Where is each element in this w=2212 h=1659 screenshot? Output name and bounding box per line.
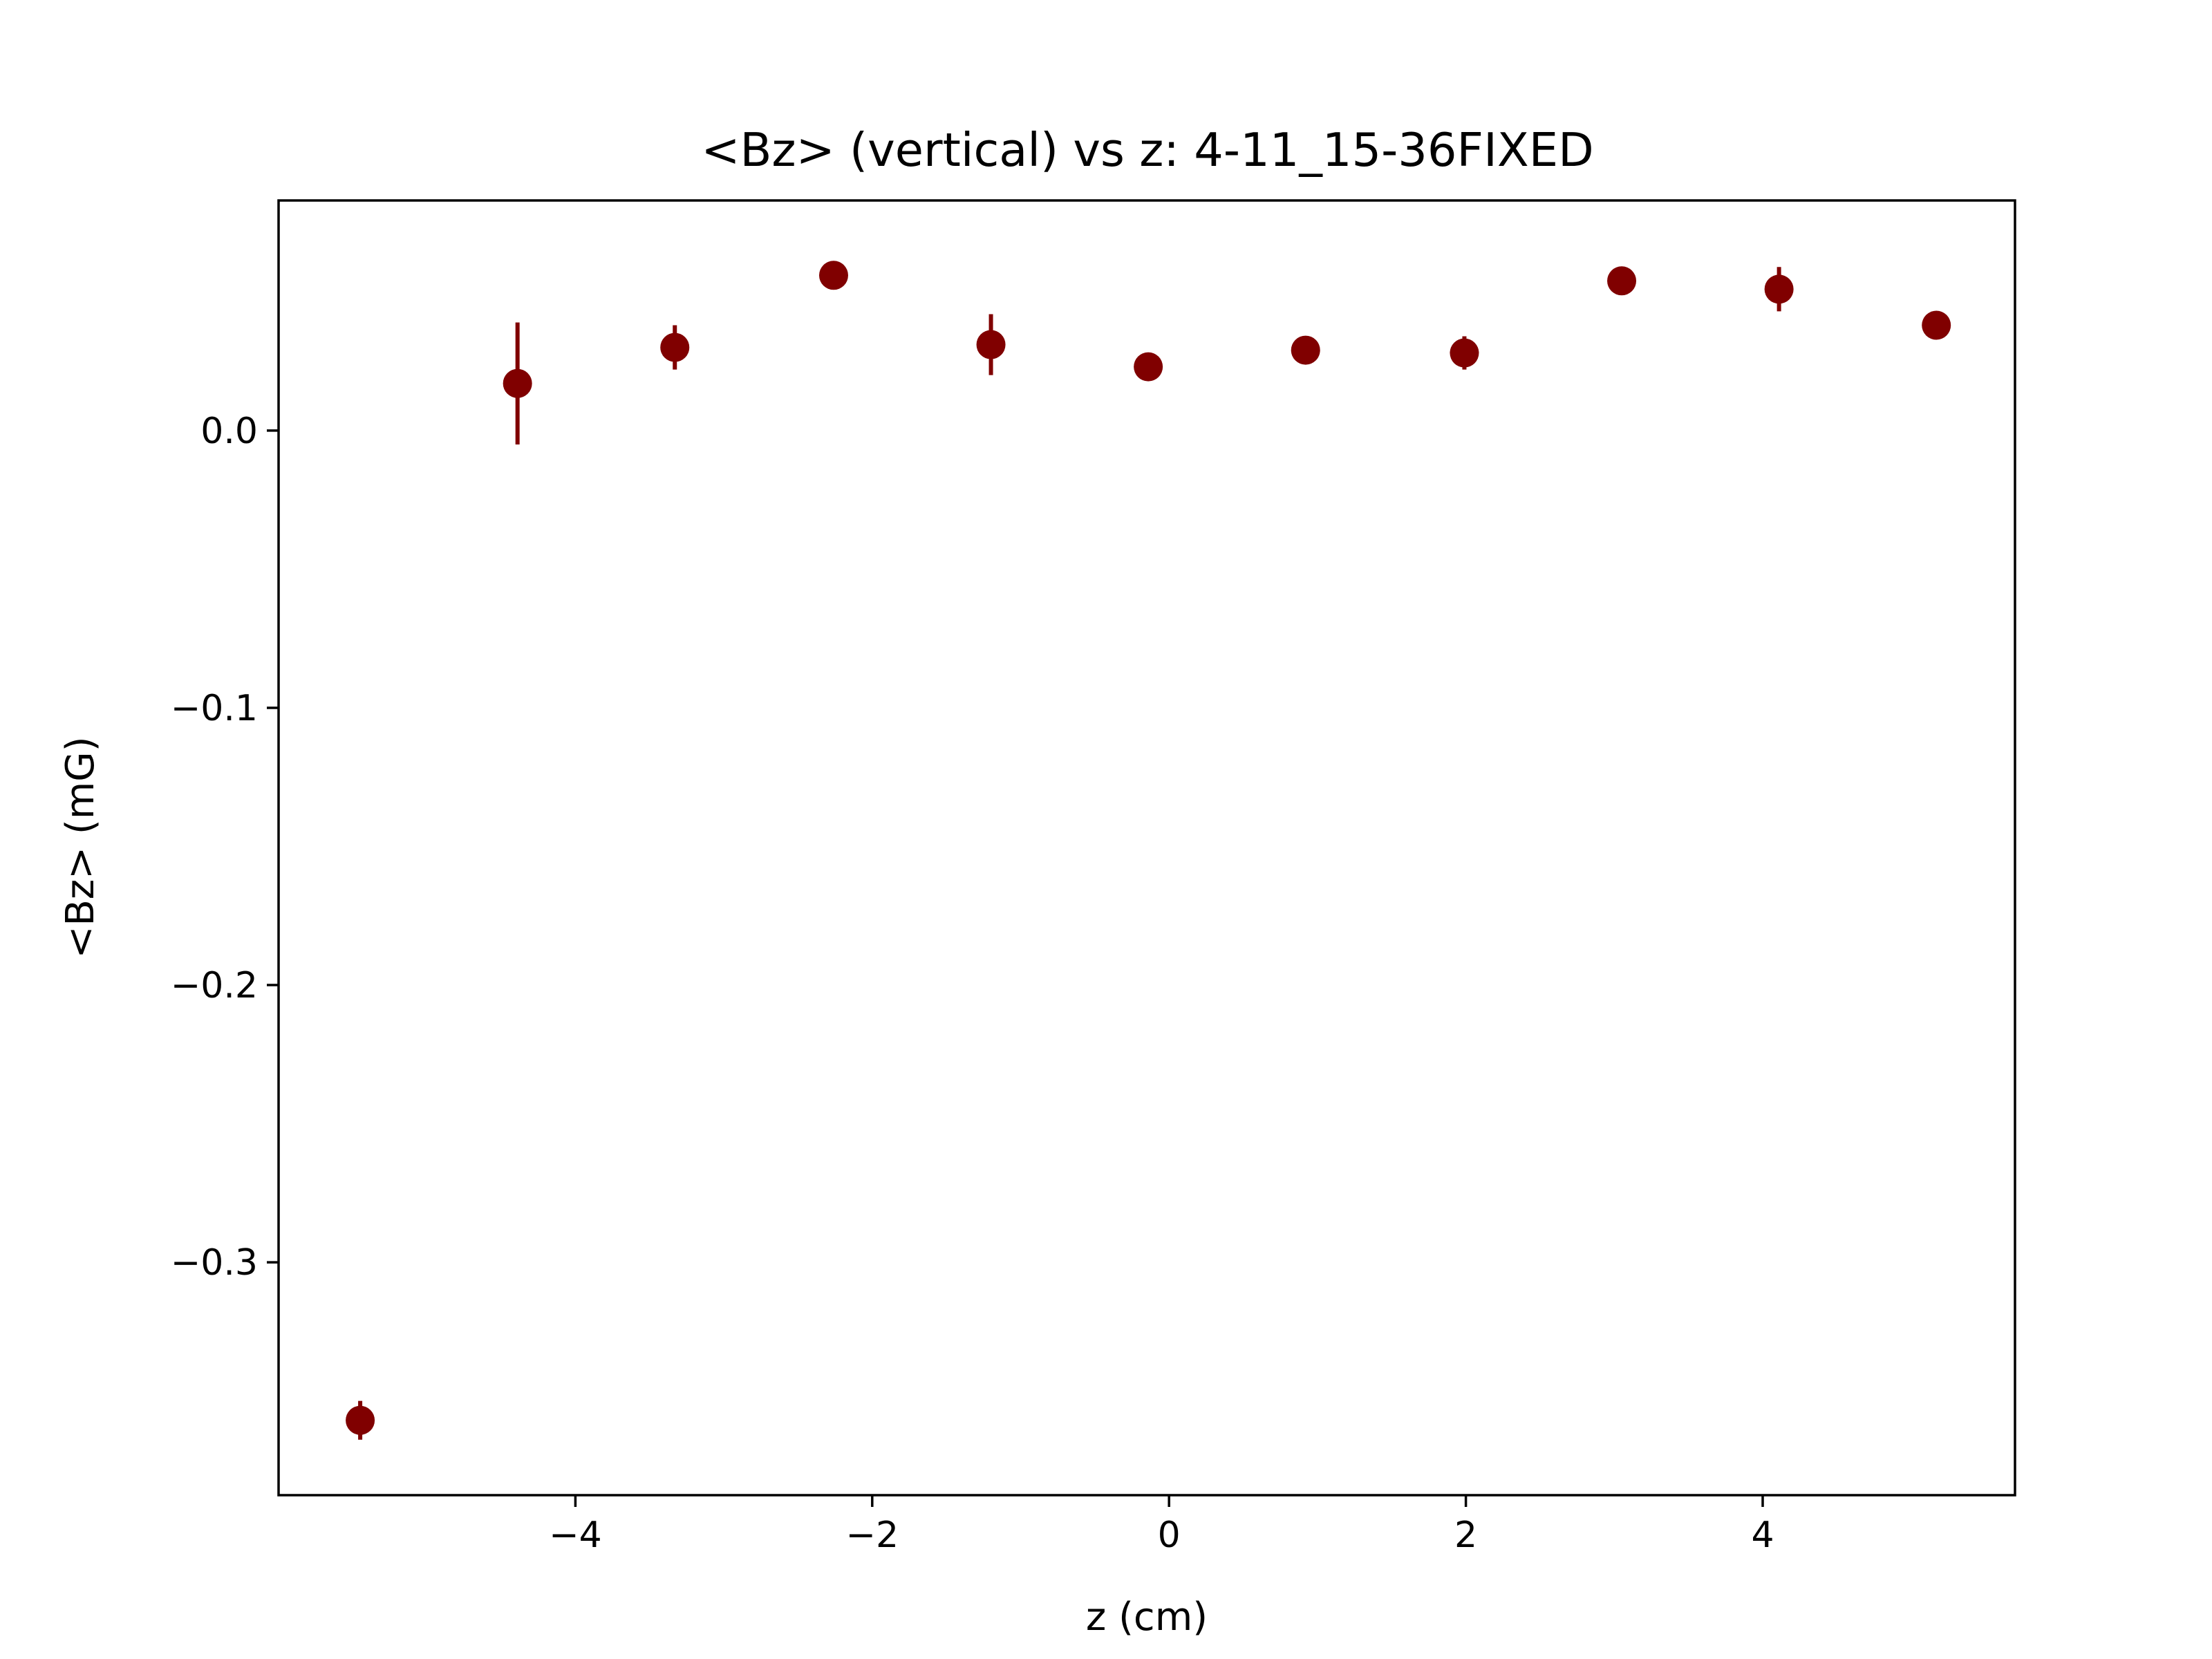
data-point <box>1134 352 1163 382</box>
y-tick-label: −0.2 <box>171 965 258 1006</box>
y-axis-label: <Bz> (mG) <box>58 736 103 958</box>
data-point <box>976 330 1006 359</box>
y-tick-label: 0.0 <box>200 411 258 452</box>
data-point <box>1291 335 1320 365</box>
x-tick-label: −4 <box>549 1515 602 1556</box>
y-tick-label: −0.3 <box>171 1242 258 1284</box>
data-point <box>660 332 690 362</box>
x-axis-label: z (cm) <box>1086 1595 1208 1640</box>
x-tick-label: 2 <box>1454 1515 1477 1556</box>
plot-frame <box>277 199 2016 1497</box>
data-point <box>503 368 532 398</box>
y-axis: 0.0 −0.1 −0.2 −0.3 <box>171 411 279 1284</box>
y-tick-label: −0.1 <box>171 688 258 729</box>
data-point <box>1922 310 1951 340</box>
data-point <box>1450 338 1479 368</box>
x-tick-label: −2 <box>845 1515 899 1556</box>
data-point <box>346 1405 375 1435</box>
data-point <box>1764 274 1794 304</box>
data-point <box>1607 266 1637 296</box>
x-tick-label: 4 <box>1751 1515 1774 1556</box>
data-point <box>818 261 848 290</box>
x-axis: −4 −2 0 2 4 <box>549 1495 1774 1556</box>
chart-title: <Bz> (vertical) vs z: 4-11_15-36FIXED <box>701 123 1593 177</box>
data-layer <box>346 261 1951 1440</box>
x-tick-label: 0 <box>1158 1515 1181 1556</box>
